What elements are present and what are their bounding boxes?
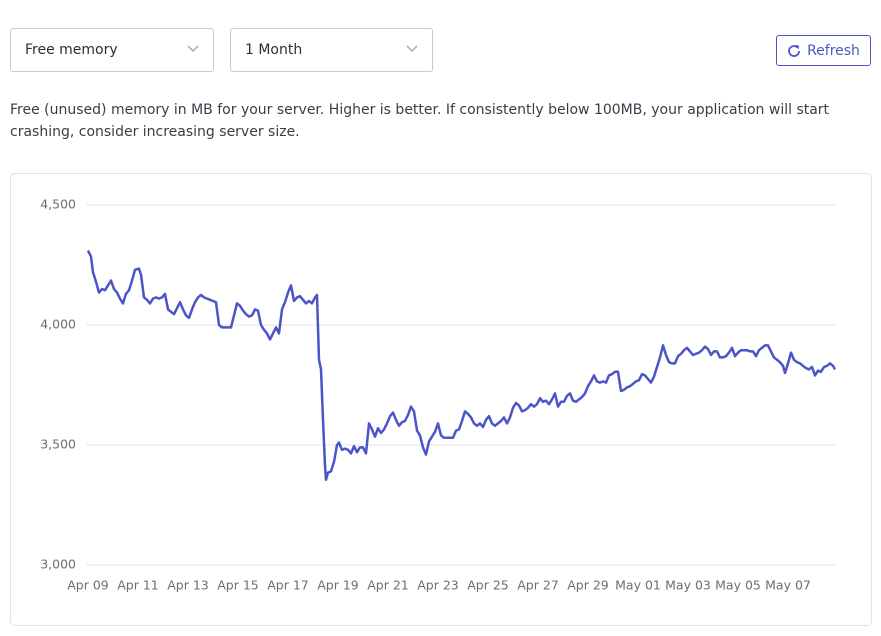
period-label: 1 Month bbox=[245, 42, 303, 58]
description: Free (unused) memory in MB for your serv… bbox=[10, 99, 829, 143]
chevron bbox=[187, 45, 199, 53]
x-tick-label: May 05 bbox=[715, 578, 761, 593]
period-select[interactable]: 1 Month bbox=[230, 28, 433, 72]
y-tick-label: 3,500 bbox=[40, 437, 76, 452]
data-line bbox=[86, 250, 837, 482]
y-tick-label: 4,000 bbox=[40, 317, 76, 332]
x-tick-label: Apr 15 bbox=[217, 578, 259, 593]
x-tick-label: May 01 bbox=[615, 578, 661, 593]
refresh-icon bbox=[788, 44, 800, 57]
refresh-label: Refresh bbox=[807, 42, 860, 59]
x-tick-label: Apr 27 bbox=[517, 578, 559, 593]
x-tick-label: May 03 bbox=[665, 578, 711, 593]
x-tick-label: Apr 29 bbox=[567, 578, 609, 593]
metric-select[interactable]: Free memory bbox=[10, 28, 214, 72]
chevron bbox=[406, 45, 418, 53]
description-line: Free (unused) memory in MB for your serv… bbox=[10, 102, 830, 118]
metric-label: Free memory bbox=[25, 42, 118, 58]
x-tick-label: Apr 25 bbox=[467, 578, 509, 593]
x-tick-label: Apr 21 bbox=[367, 578, 409, 593]
x-tick-label: Apr 09 bbox=[67, 578, 109, 593]
description-line: crashing, consider increasing server siz… bbox=[10, 124, 300, 140]
refresh-button[interactable]: Refresh bbox=[776, 35, 871, 66]
x-tick-label: Apr 11 bbox=[117, 578, 159, 593]
x-tick-label: Apr 17 bbox=[267, 578, 309, 593]
x-tick-label: May 07 bbox=[765, 578, 811, 593]
x-tick-label: Apr 23 bbox=[417, 578, 459, 593]
x-tick-label: Apr 13 bbox=[167, 578, 209, 593]
chart-card: 3,000 3,500 4,000 4,500 Apr 09 Apr 11 Apr 13 Ap… bbox=[10, 173, 872, 626]
chart: 3,000 3,500 4,000 4,500 Apr 09 Apr 11 Apr 13 Ap… bbox=[40, 197, 837, 593]
y-tick-label: 3,000 bbox=[40, 557, 76, 572]
y-tick-label: 4,500 bbox=[40, 197, 76, 212]
x-tick-label: Apr 19 bbox=[317, 578, 359, 593]
